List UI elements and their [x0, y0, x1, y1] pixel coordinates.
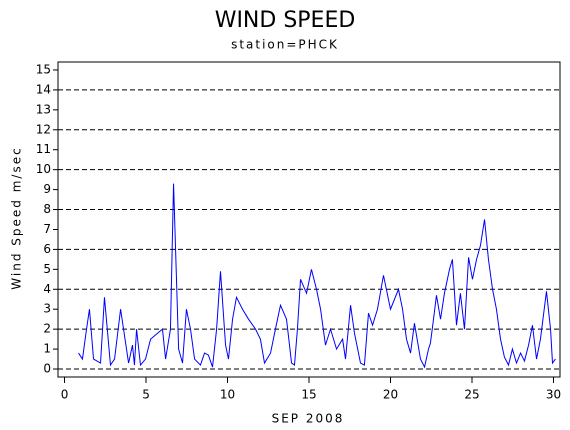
chart-title: WIND SPEED	[215, 8, 356, 33]
x-axis-label: SEP 2008	[272, 412, 345, 426]
y-tick-label: 3	[43, 302, 51, 316]
x-tick-label: 20	[383, 388, 398, 402]
y-tick-label: 0	[43, 362, 51, 376]
y-axis-label: Wind Speed m/sec	[10, 146, 24, 289]
y-tick-label: 9	[43, 182, 51, 196]
y-tick-label: 13	[36, 102, 51, 116]
data-line	[78, 183, 556, 369]
x-tick-label: 5	[142, 388, 150, 402]
y-tick-label: 12	[36, 122, 51, 136]
y-tick-label: 8	[43, 202, 51, 216]
y-tick-label: 14	[36, 82, 51, 96]
x-tick-label: 10	[220, 388, 235, 402]
y-tick-label: 6	[43, 242, 51, 256]
x-tick-label: 30	[546, 388, 561, 402]
y-tick-label: 10	[36, 162, 51, 176]
y-tick-label: 4	[43, 282, 51, 296]
y-tick-label: 5	[43, 262, 51, 276]
y-tick-label: 1	[43, 342, 51, 356]
y-tick-label: 15	[36, 62, 51, 76]
y-tick-label: 2	[43, 322, 51, 336]
x-tick-label: 25	[464, 388, 479, 402]
x-tick-label: 15	[301, 388, 316, 402]
y-tick-label: 11	[36, 142, 51, 156]
y-tick-label: 7	[43, 222, 51, 236]
chart-subtitle: station=PHCK	[231, 38, 339, 52]
x-tick-label: 0	[61, 388, 69, 402]
